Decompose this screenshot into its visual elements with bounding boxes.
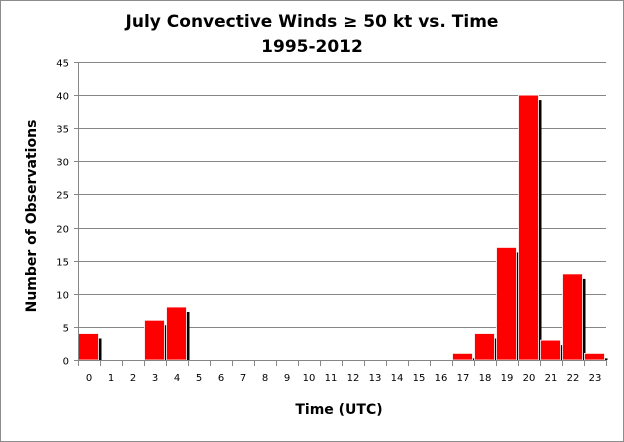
bar-shadow (494, 338, 498, 360)
bar (474, 333, 495, 361)
bar-shadow (560, 345, 564, 360)
y-tick-label: 0 (63, 357, 69, 368)
x-tick-label: 20 (523, 373, 536, 384)
bar-shadow (164, 325, 168, 360)
y-tick-labels: 0 5 10 15 20 25 30 35 40 45 (56, 59, 69, 368)
x-tick-label: 19 (501, 373, 514, 384)
bar-shadow (516, 252, 520, 360)
bar (496, 247, 517, 361)
y-axis-title: Number of Observations (24, 120, 40, 313)
bar (78, 333, 99, 361)
x-tick-label: 4 (174, 373, 180, 384)
axes (74, 62, 607, 366)
bar (144, 319, 165, 361)
x-tick-label: 3 (152, 373, 158, 384)
x-tick-label: 21 (545, 373, 558, 384)
bar-shadow (604, 358, 608, 360)
x-tick-label: 2 (130, 373, 136, 384)
y-tick-label: 20 (56, 225, 69, 236)
y-tick-label: 40 (56, 92, 69, 103)
bar (166, 306, 187, 361)
chart-title: July Convective Winds ≥ 50 kt vs. Time (125, 12, 499, 32)
bar (452, 352, 473, 361)
bars (78, 94, 605, 361)
y-tick-label: 25 (56, 191, 69, 202)
x-tick-label: 14 (391, 373, 404, 384)
gridlines (78, 62, 606, 328)
y-tick-label: 35 (56, 125, 69, 136)
bar (518, 94, 539, 361)
x-axis-title: Time (UTC) (295, 402, 382, 418)
y-tick-label: 45 (56, 59, 69, 70)
bar (584, 352, 605, 361)
x-tick-label: 13 (369, 373, 382, 384)
x-tick-label: 11 (325, 373, 338, 384)
bar-shadow (186, 312, 190, 360)
x-tick-label: 1 (108, 373, 114, 384)
y-tick-label: 30 (56, 158, 69, 169)
y-tick-label: 5 (63, 324, 69, 335)
y-tick-label: 15 (56, 258, 69, 269)
bar-shadow (98, 338, 102, 360)
x-tick-label: 5 (196, 373, 202, 384)
x-tick-label: 9 (284, 373, 290, 384)
bar-shadow (538, 100, 542, 360)
bar (562, 273, 583, 361)
x-tick-label: 15 (413, 373, 426, 384)
x-tick-label: 7 (240, 373, 246, 384)
y-tick-label: 10 (56, 291, 69, 302)
bar-shadow (472, 358, 476, 360)
x-tick-label: 10 (303, 373, 316, 384)
bar-shadow (582, 278, 586, 360)
x-tick-label: 12 (347, 373, 360, 384)
x-tick-label: 0 (86, 373, 92, 384)
chart-subtitle: 1995-2012 (261, 37, 363, 57)
x-tick-labels: 0 1 2 3 4 5 6 7 8 9 10 11 12 13 14 15 16 17 18 19 20 21 22 23 (86, 373, 602, 384)
x-tick-label: 17 (457, 373, 470, 384)
bar-shadows (98, 100, 608, 360)
x-tick-label: 23 (589, 373, 602, 384)
x-tick-label: 16 (435, 373, 448, 384)
x-tick-label: 22 (567, 373, 580, 384)
x-tick-label: 18 (479, 373, 492, 384)
bar (540, 339, 561, 361)
x-tick-label: 8 (262, 373, 268, 384)
x-tick-label: 6 (218, 373, 224, 384)
